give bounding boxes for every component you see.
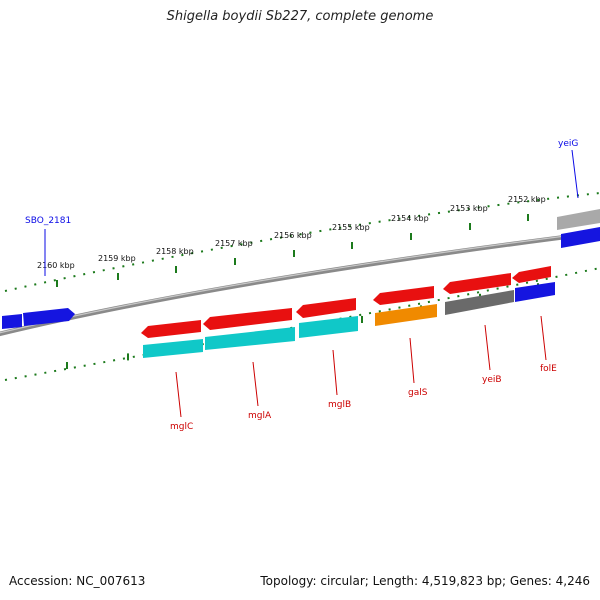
gene-fole-arrow[interactable] [512,266,551,283]
cds-fole-block[interactable] [515,282,555,302]
gene-label-yeib[interactable]: yeiB [482,375,502,385]
leader-mglc [175,371,182,418]
ruler-tick-label: 2155 kbp [332,223,370,232]
gene-label-mglc[interactable]: mglC [170,422,193,432]
reverse-strand-cds [143,282,555,358]
ruler-tick-label: 2157 kbp [215,239,253,248]
map-title: Shigella boydii Sb227, complete genome [166,9,434,24]
genome-backbone [0,230,600,337]
gene-yeig-gray[interactable] [557,209,600,230]
leader-fole [540,315,547,361]
ruler-tick-label: 2156 kbp [274,231,312,240]
ruler-tick-label: 2158 kbp [156,247,194,256]
cds-mgla-block[interactable] [205,327,295,350]
genome-backbone-highlight [0,231,600,334]
leader-mgla [252,361,259,407]
leader-yeib [484,324,491,371]
forward-strand-features [2,209,600,329]
gene-label-mgla[interactable]: mglA [248,411,272,421]
gene-sbo-2181-block[interactable] [2,314,22,329]
ruler-tick-label: 2154 kbp [391,214,429,223]
gene-mgla-arrow[interactable] [203,308,292,330]
cds-mglb-block[interactable] [299,316,358,338]
ruler-tick-label: 2152 kbp [508,195,546,204]
gene-mglc-arrow[interactable] [141,320,201,338]
ruler-tick-label: 2159 kbp [98,254,136,263]
cds-yeib-block[interactable] [445,290,514,315]
gene-label-sbo-2181[interactable]: SBO_2181 [25,216,71,226]
gene-label-mglb[interactable]: mglB [328,400,351,410]
ruler-tick-label: 2160 kbp [37,261,75,270]
gene-mglb-arrow[interactable] [296,298,356,318]
gene-label-gals[interactable]: galS [408,388,428,398]
leader-yeig [571,149,579,199]
cds-gals-block[interactable] [375,304,437,326]
cds-mglc-block[interactable] [143,339,203,358]
ruler-labels: 2160 kbp 2159 kbp 2158 kbp 2157 kbp 2156 kbp… [37,195,546,270]
gene-sbo-2181-arrow[interactable] [23,308,75,326]
gene-labels: SBO_2181 yeiG mglC mglA mglB galS yeiB f… [25,139,578,432]
ruler-tick-label: 2153 kbp [450,204,488,213]
leader-mglb [332,349,338,396]
genome-stats-text: Topology: circular; Length: 4,519,823 bp… [260,574,590,588]
gene-label-fole[interactable]: folE [540,364,557,374]
label-leaders [44,149,579,418]
leader-gals [409,337,415,384]
gene-yeib-arrow[interactable] [443,273,511,294]
gene-label-yeig[interactable]: yeiG [558,139,578,149]
gene-yeig-arrow[interactable] [561,227,600,248]
gene-gals-arrow[interactable] [373,286,434,305]
accession-text: Accession: NC_007613 [9,574,146,588]
reverse-strand-genes [141,266,551,338]
